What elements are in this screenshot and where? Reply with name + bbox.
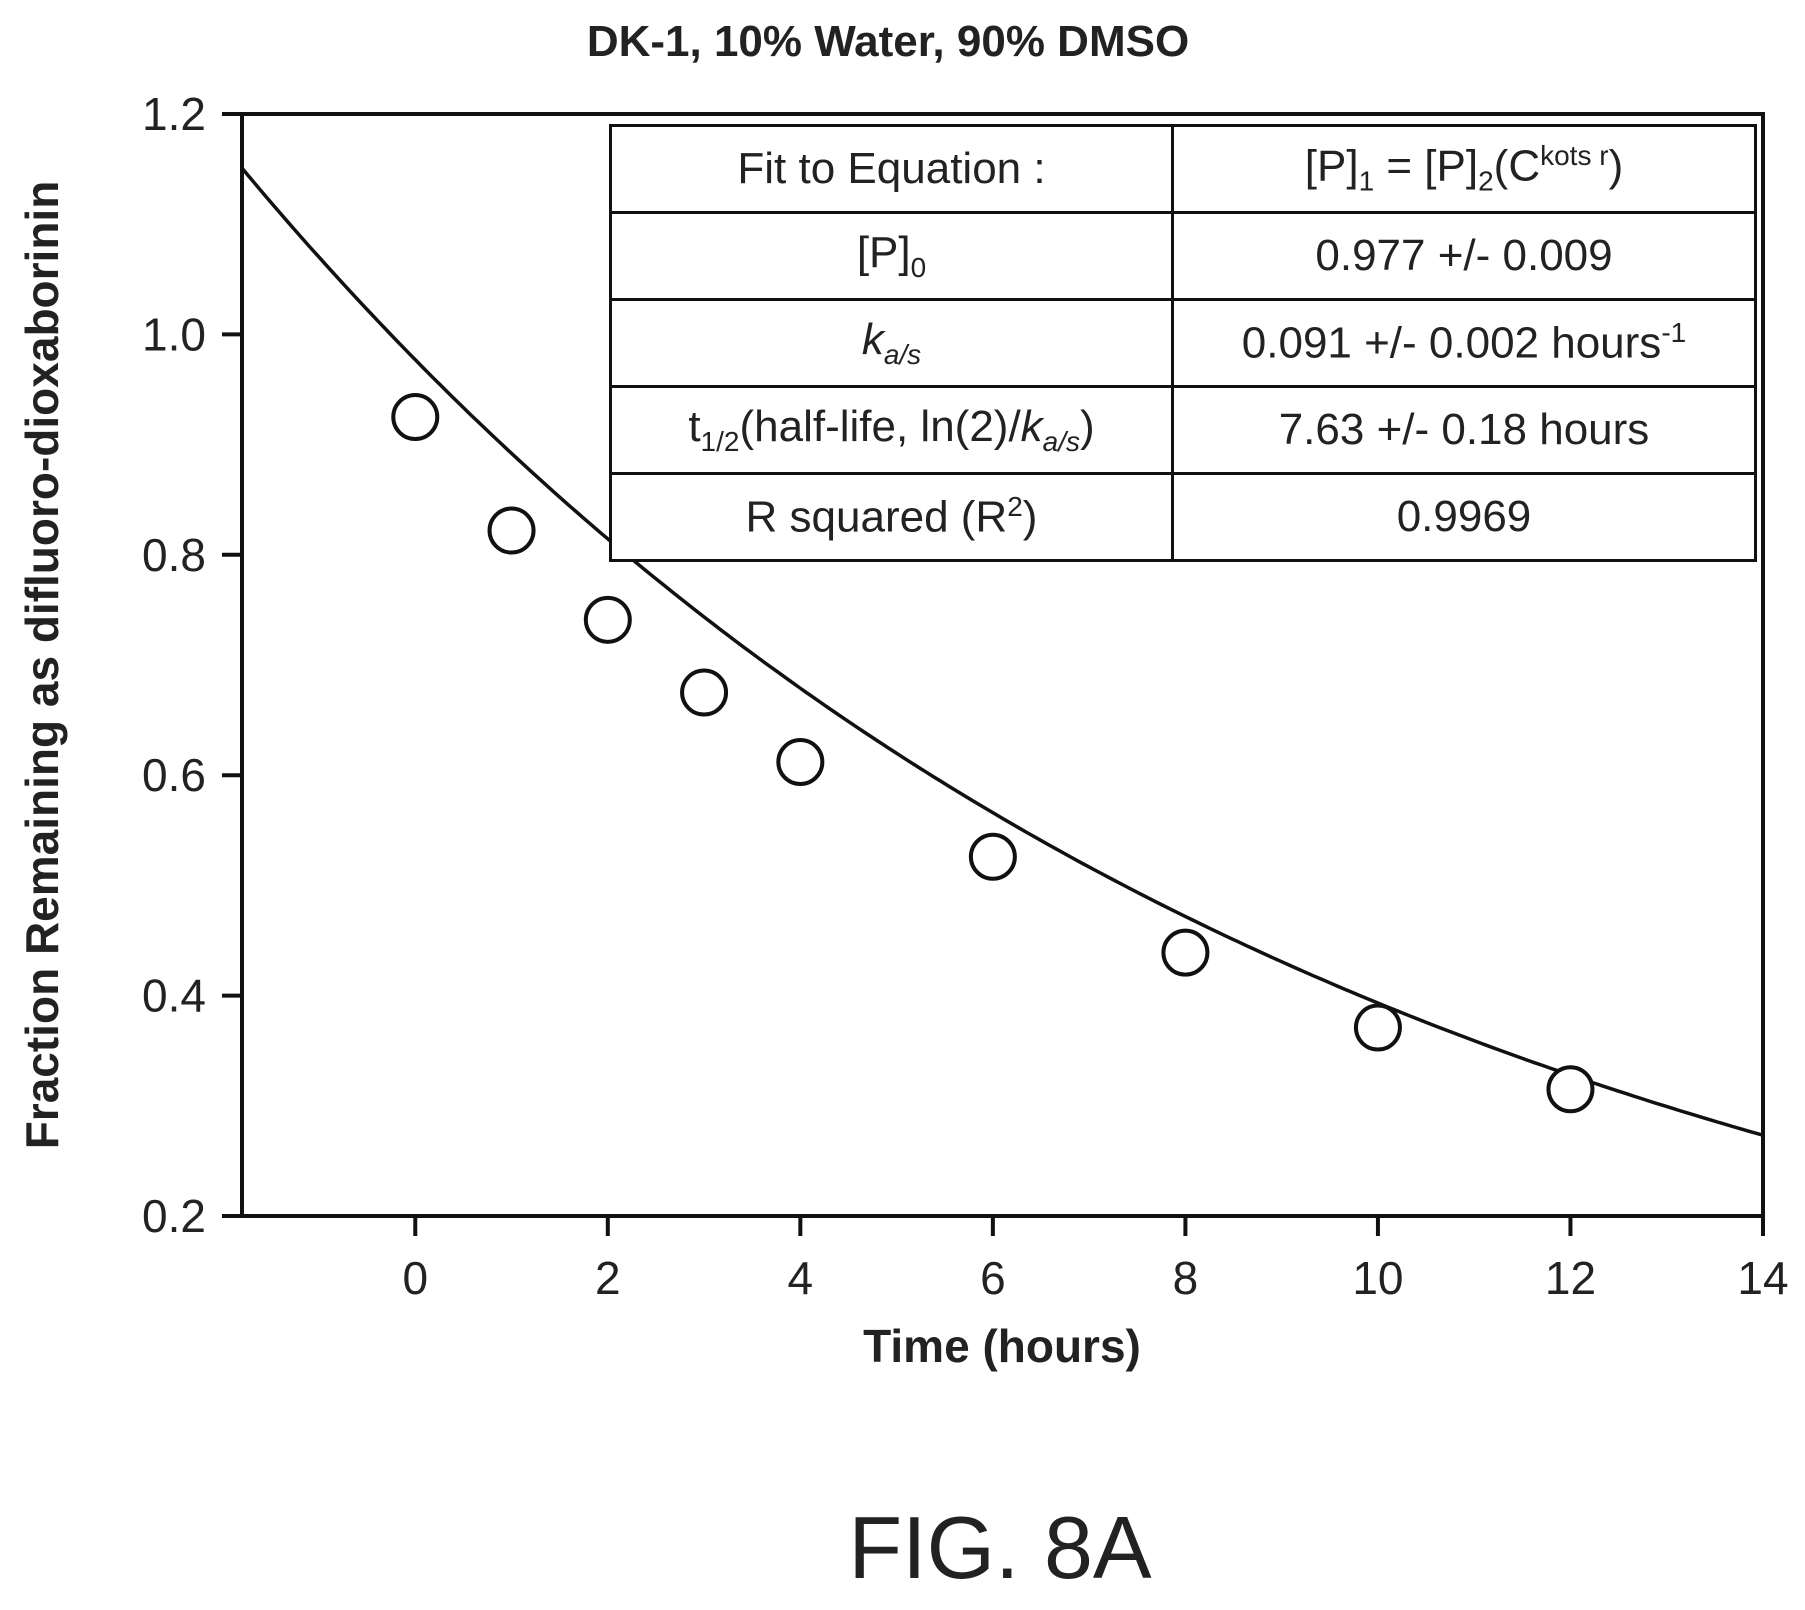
x-tick-label: 10: [1352, 1252, 1403, 1304]
fit-curve: [240, 166, 1764, 1137]
half-life-value: 7.63 +/- 0.18 hours: [1171, 385, 1757, 475]
p0-label: [P]0: [609, 211, 1174, 301]
x-tick-label: 4: [788, 1252, 814, 1304]
fit-equation-value: [P]1 = [P]2(Ckots r): [1171, 124, 1757, 214]
fit-table-row: R squared (R2) 0.9969: [609, 472, 1757, 562]
fit-results-table: Fit to Equation : [P]1 = [P]2(Ckots r) […: [609, 124, 1757, 562]
data-point: [680, 668, 729, 717]
y-axis: 0.2 0.4 0.6 0.8 1.0 1.2: [142, 88, 242, 1242]
fit-table-row: Fit to Equation : [P]1 = [P]2(Ckots r): [609, 124, 1757, 214]
y-tick-label: 0.2: [142, 1190, 206, 1242]
data-point: [776, 737, 825, 786]
data-point: [487, 506, 536, 555]
k-value: 0.091 +/- 0.002 hours-1: [1171, 298, 1757, 388]
x-tick-label: 0: [402, 1252, 428, 1304]
x-axis: 0 2 4 6 8 10 12 14: [402, 1216, 1789, 1304]
r-squared-label: R squared (R2): [609, 472, 1174, 562]
x-tick-label: 14: [1737, 1252, 1788, 1304]
x-tick-label: 6: [980, 1252, 1006, 1304]
x-tick-label: 8: [1173, 1252, 1199, 1304]
y-tick-label: 0.4: [142, 970, 206, 1022]
data-point: [1546, 1065, 1595, 1114]
y-tick-label: 0.8: [142, 529, 206, 581]
data-points: [391, 393, 1595, 1114]
x-axis-title: Time (hours): [863, 1320, 1141, 1372]
k-label: ka/s: [609, 298, 1174, 388]
figure-label: FIG. 8A: [848, 1498, 1151, 1597]
fit-equation-label: Fit to Equation :: [609, 124, 1174, 214]
half-life-label: t1/2(half-life, ln(2)/ka/s): [609, 385, 1174, 475]
y-tick-label: 0.6: [142, 749, 206, 801]
x-tick-label: 12: [1545, 1252, 1596, 1304]
fit-table-row: t1/2(half-life, ln(2)/ka/s) 7.63 +/- 0.1…: [609, 385, 1757, 475]
chart-title: DK-1, 10% Water, 90% DMSO: [587, 17, 1189, 66]
data-point: [583, 595, 632, 644]
y-tick-label: 1.0: [142, 308, 206, 360]
p0-value: 0.977 +/- 0.009: [1171, 211, 1757, 301]
y-axis-title: Fraction Remaining as difluoro-dioxabori…: [16, 181, 68, 1150]
y-tick-label: 1.2: [142, 88, 206, 140]
data-point: [391, 393, 440, 442]
fit-table-row: [P]0 0.977 +/- 0.009: [609, 211, 1757, 301]
plot-frame: [240, 112, 1765, 1218]
data-point: [968, 832, 1017, 881]
r-squared-value: 0.9969: [1171, 472, 1757, 562]
data-point: [1161, 928, 1210, 977]
x-tick-label: 2: [595, 1252, 621, 1304]
fit-table-row: ka/s 0.091 +/- 0.002 hours-1: [609, 298, 1757, 388]
data-point: [1353, 1003, 1402, 1052]
